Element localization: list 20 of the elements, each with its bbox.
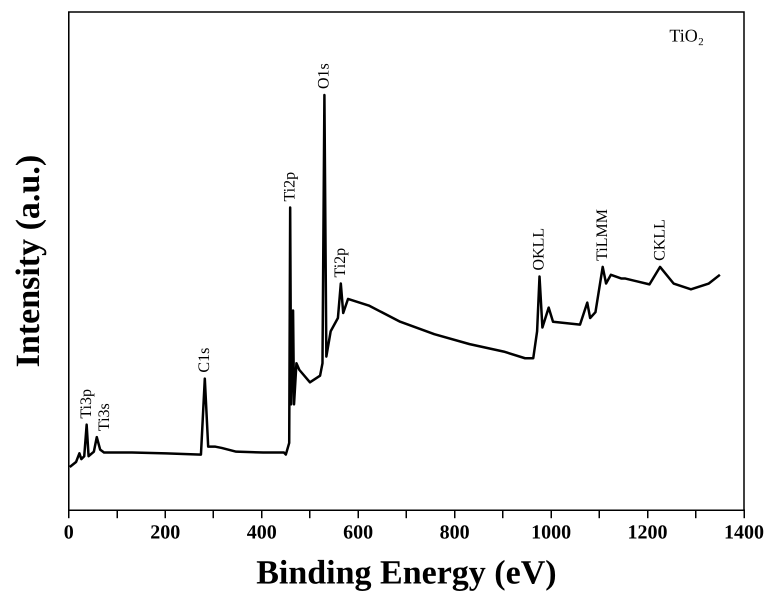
x-tick-label: 800 bbox=[440, 521, 470, 544]
x-tick-label: 1400 bbox=[724, 521, 764, 544]
x-tick-label: 400 bbox=[246, 521, 277, 544]
y-axis-title: Intensity (a.u.) bbox=[10, 154, 48, 368]
annotation: CKLL bbox=[651, 219, 668, 261]
annotation: Ti2p bbox=[281, 172, 298, 202]
x-axis-title: Binding Energy (eV) bbox=[256, 554, 557, 592]
annotation: Ti2p bbox=[332, 248, 350, 278]
text: TiO₂ bbox=[669, 26, 704, 46]
annotation: C1s bbox=[196, 348, 214, 373]
annotation: TiLMM bbox=[594, 209, 611, 261]
x-tick-label: 0 bbox=[64, 521, 74, 544]
annotation: OKLL bbox=[530, 228, 548, 270]
x-tick-label: 1000 bbox=[531, 521, 572, 544]
annotation: Ti3s bbox=[96, 403, 113, 432]
x-tick-label: 200 bbox=[150, 521, 180, 544]
annotation: O1s bbox=[316, 63, 333, 90]
x-tick-label: 600 bbox=[343, 521, 374, 544]
x-tick-label: 1200 bbox=[628, 521, 668, 544]
annotation: Ti3p bbox=[78, 389, 95, 419]
